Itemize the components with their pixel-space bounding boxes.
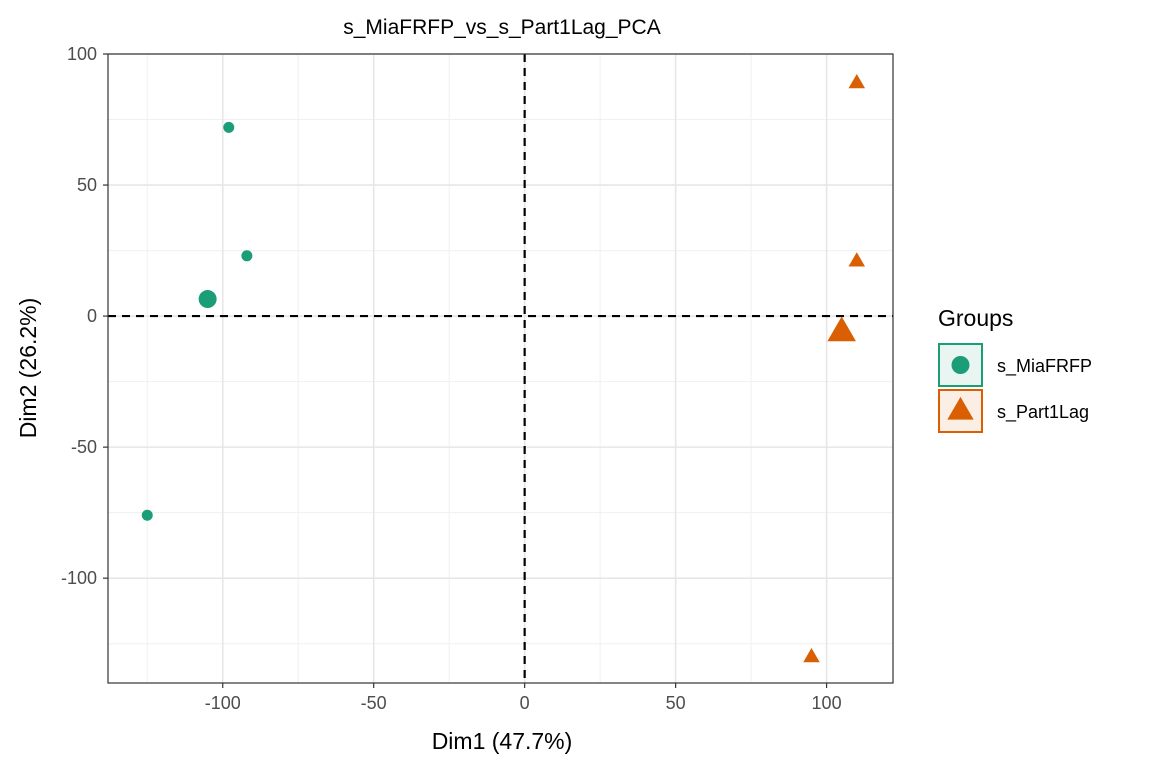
- data-point: [241, 250, 253, 262]
- reference-lines: [108, 54, 893, 683]
- y-axis: -100 -50 0 50 100: [61, 44, 108, 588]
- x-tick-label: -100: [205, 693, 241, 713]
- data-points: [141, 73, 866, 663]
- x-tick-label: -50: [361, 693, 387, 713]
- data-point: [848, 73, 866, 89]
- y-tick-label: 50: [77, 175, 97, 195]
- chart-title: s_MiaFRFP_vs_s_Part1Lag_PCA: [343, 16, 660, 39]
- x-tick-label: 100: [812, 693, 842, 713]
- legend-label: s_Part1Lag: [997, 402, 1089, 423]
- group-centroid: [198, 290, 217, 309]
- y-tick-label: 0: [87, 306, 97, 326]
- x-tick-label: 0: [520, 693, 530, 713]
- legend-title: Groups: [938, 305, 1013, 331]
- legend-symbol: [947, 396, 974, 420]
- y-tick-label: -100: [61, 568, 97, 588]
- x-tick-label: 50: [666, 693, 686, 713]
- data-point: [848, 252, 866, 267]
- legend-symbol: [951, 356, 970, 374]
- legend: Groups s_MiaFRFP s_Part1Lag: [938, 305, 1092, 433]
- y-tick-label: -50: [71, 437, 97, 457]
- data-point: [803, 647, 820, 663]
- x-axis: -100 -50 0 50 100: [205, 683, 842, 713]
- major-gridlines: [108, 53, 893, 683]
- y-tick-label: 100: [67, 44, 97, 64]
- data-point: [141, 509, 153, 521]
- plot-panel: [107, 53, 894, 684]
- x-axis-title: Dim1 (47.7%): [432, 728, 573, 754]
- y-axis-title: Dim2 (26.2%): [15, 298, 41, 439]
- data-point: [223, 121, 235, 133]
- group-centroid: [827, 316, 856, 342]
- legend-label: s_MiaFRFP: [997, 356, 1092, 377]
- minor-gridlines: [108, 54, 893, 683]
